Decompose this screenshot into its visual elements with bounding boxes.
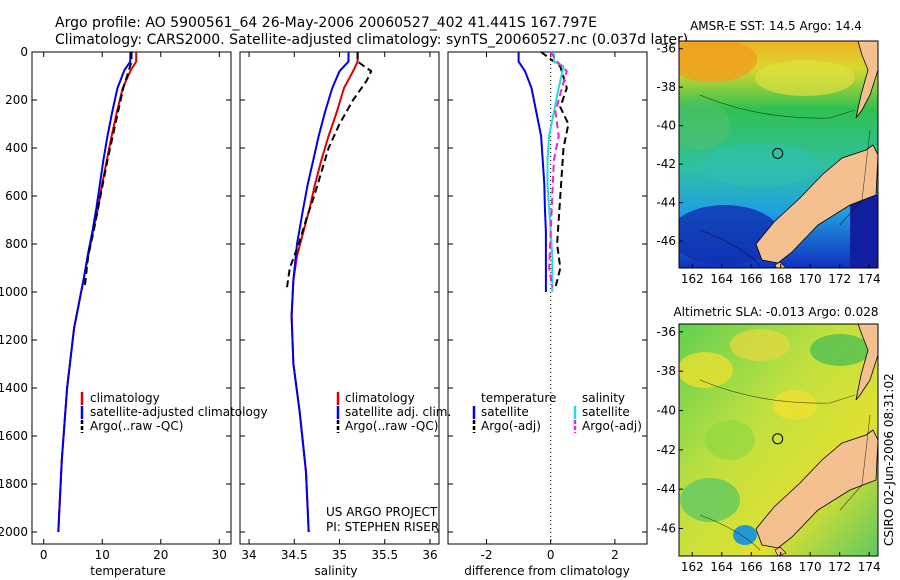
- sst-map-lon-label: 166: [740, 272, 763, 286]
- project-line-2: PI: STEPHEN RISER: [326, 520, 439, 534]
- sla-map-lon-label: 174: [858, 560, 881, 574]
- temperature-series-satellite-adjusted-climatology: [57, 52, 132, 533]
- sst-map-lon-label: 164: [710, 272, 733, 286]
- sla-map-lon-label: 162: [681, 560, 704, 574]
- profile-lines-layer: [57, 51, 570, 544]
- header-line-2: Climatology: CARS2000. Satellite-adjuste…: [55, 32, 688, 48]
- difference-axis-label: difference from climatology: [464, 564, 630, 578]
- difference-xtick-label: 0: [547, 548, 555, 562]
- sla-map-lon-label: 170: [799, 560, 822, 574]
- depth-tick-label: 2000: [0, 525, 28, 539]
- sla-map-lat-label: -44: [656, 482, 676, 496]
- difference-series-temperature-satellite: [517, 52, 547, 292]
- legend-label-salinity-satellite: satellite: [582, 405, 630, 419]
- salinity-axis-label: salinity: [314, 564, 357, 578]
- header-line-1: Argo profile: AO 5900561_64 26-May-2006 …: [55, 15, 597, 31]
- depth-tick-label: 1400: [0, 381, 28, 395]
- depth-tick-label: 200: [5, 93, 28, 107]
- depth-tick-label: 0: [20, 45, 28, 59]
- sla-map-lon-label: 168: [769, 560, 792, 574]
- salinity-xtick-label: 36: [422, 548, 437, 562]
- depth-tick-label: 1600: [0, 429, 28, 443]
- salinity-xtick-label: 34: [241, 548, 256, 562]
- legend-label-argo: Argo(..raw -QC): [90, 419, 183, 433]
- legend-label-climatology: climatology: [90, 391, 160, 405]
- sst-map-lon-label: 168: [769, 272, 792, 286]
- sla-map-frame: [678, 323, 879, 557]
- sst-map-frame: [678, 40, 879, 269]
- depth-tick-label: 1800: [0, 477, 28, 491]
- sla-map-lat-label: -36: [656, 325, 676, 339]
- sla-map-lat-label: -46: [656, 521, 676, 535]
- legend-label-salinity-argo: Argo(-adj): [582, 419, 642, 433]
- temperature-legend: climatology satellite-adjusted climatolo…: [80, 391, 268, 433]
- sst-map-lat-label: -42: [656, 157, 676, 171]
- legend-label-climatology: climatology: [345, 391, 415, 405]
- temperature-series-climatology: [57, 52, 138, 533]
- depth-tick-label: 1200: [0, 333, 28, 347]
- temperature-axis-label: temperature: [90, 564, 165, 578]
- depth-tick-label: 600: [5, 189, 28, 203]
- sst-map-lon-label: 162: [681, 272, 704, 286]
- sst-map-lat-label: -44: [656, 196, 676, 210]
- legend-label-temperature-satellite: satellite: [481, 405, 529, 419]
- map-ticks-layer: 162 164 166 168 170 172 174 -36 -38 -40 -42 -44 -46 1…: [656, 42, 880, 574]
- sst-map-title: AMSR-E SST: 14.5 Argo: 14.4: [690, 19, 862, 33]
- difference-xtick-label: -2: [481, 548, 493, 562]
- sst-map-lon-label: 170: [799, 272, 822, 286]
- temperature-xtick-label: 20: [153, 548, 168, 562]
- difference-series-salinity-argo-adj-: [548, 51, 568, 288]
- difference-xtick-label: 2: [611, 548, 619, 562]
- sla-map-lon-label: 172: [828, 560, 851, 574]
- project-line-1: US ARGO PROJECT: [326, 505, 438, 519]
- axis-ticks-layer: 0 10 20 30020040060080010001200140016001800…: [0, 45, 647, 562]
- sst-map-lat-label: -46: [656, 234, 676, 248]
- sst-map-lon-label: 172: [828, 272, 851, 286]
- salinity-xtick-label: 34.5: [281, 548, 308, 562]
- salinity-xtick-label: 35.5: [371, 548, 398, 562]
- salinity-series-satellite-adj-clim-: [290, 52, 350, 533]
- depth-tick-label: 1000: [0, 285, 28, 299]
- sst-map-lat-label: -38: [656, 80, 676, 94]
- salinity-xtick-label: 35: [332, 548, 347, 562]
- sla-map-title: Altimetric SLA: -0.013 Argo: 0.028: [673, 305, 878, 319]
- temperature-xtick-label: 10: [95, 548, 110, 562]
- sla-map-lat-label: -42: [656, 443, 676, 457]
- sst-map-lat-label: -40: [656, 119, 676, 133]
- difference-panel-frame: [447, 51, 648, 545]
- legend-heading-temperature: temperature: [481, 391, 556, 405]
- temperature-xtick-label: 0: [40, 548, 48, 562]
- difference-series-temperature-argo-adj-: [540, 51, 570, 288]
- salinity-series-climatology: [290, 52, 359, 533]
- temperature-series-argo-raw-qc-: [83, 52, 133, 288]
- legend-label-temperature-argo: Argo(-adj): [481, 419, 541, 433]
- sla-map-lon-label: 164: [710, 560, 733, 574]
- sst-map-lon-label: 174: [858, 272, 881, 286]
- sla-map-image: [679, 324, 878, 556]
- legend-label-satellite-adj: satellite adj. clim.: [345, 405, 451, 419]
- depth-tick-label: 800: [5, 237, 28, 251]
- sla-map-lat-label: -40: [656, 404, 676, 418]
- argo-position-marker: [772, 147, 784, 159]
- depth-tick-label: 400: [5, 141, 28, 155]
- sst-map-lat-label: -36: [656, 42, 676, 56]
- timestamp-stamp: CSIRO 02-Jun-2006 08:31:02: [882, 373, 896, 546]
- salinity-legend: climatology satellite adj. clim. Argo(..…: [326, 391, 451, 534]
- sla-map-lon-label: 166: [740, 560, 763, 574]
- legend-label-satellite-adjusted: satellite-adjusted climatology: [90, 405, 268, 419]
- legend-label-argo: Argo(..raw -QC): [345, 419, 438, 433]
- legend-heading-salinity: salinity: [582, 391, 625, 405]
- sla-map-lat-label: -38: [656, 364, 676, 378]
- salinity-series-argo-raw-qc-: [286, 52, 373, 288]
- argo-position-marker: [772, 433, 784, 445]
- sst-map-image: [679, 41, 878, 268]
- temperature-xtick-label: 30: [212, 548, 227, 562]
- difference-legend: temperature satellite Argo(-adj) salinit…: [472, 391, 642, 433]
